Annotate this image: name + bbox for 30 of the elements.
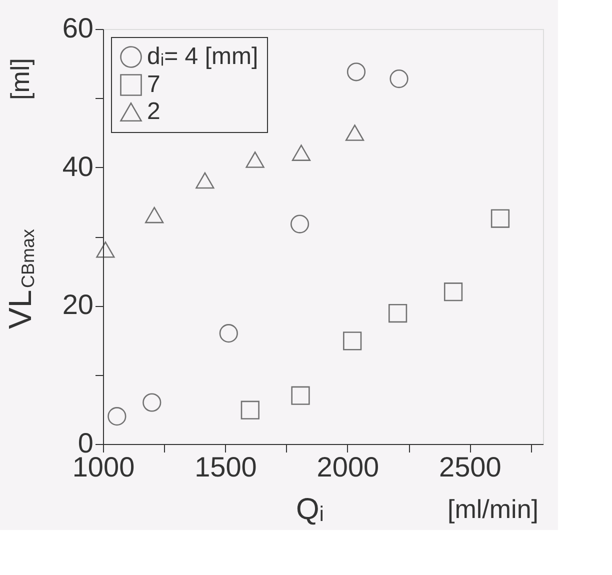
point bbox=[346, 62, 366, 82]
point bbox=[108, 407, 126, 426]
point bbox=[490, 209, 510, 228]
point bbox=[196, 172, 214, 189]
x-tick-label: 2000 bbox=[316, 452, 380, 482]
point bbox=[219, 324, 238, 343]
text: [ml] bbox=[5, 58, 35, 100]
point bbox=[444, 282, 463, 302]
legend-label: 2 bbox=[147, 98, 160, 125]
legend-label: dᵢ= 4 [mm] bbox=[147, 43, 258, 70]
point bbox=[290, 214, 310, 234]
x-tick-label: 1500 bbox=[194, 452, 257, 482]
point bbox=[246, 152, 264, 168]
y-tick-label: 40 bbox=[62, 150, 94, 182]
point bbox=[388, 304, 408, 323]
x-tick-label: 2500 bbox=[439, 452, 502, 482]
y-tick-label: 60 bbox=[62, 12, 94, 44]
point bbox=[291, 386, 310, 405]
point bbox=[390, 70, 408, 88]
point bbox=[343, 332, 362, 350]
y-tick-label: 20 bbox=[62, 289, 94, 320]
text: Qᵢ [ml/min] bbox=[296, 493, 538, 526]
point bbox=[96, 241, 115, 258]
point bbox=[240, 400, 260, 420]
point bbox=[292, 144, 311, 161]
legend-label: 7 bbox=[147, 71, 160, 98]
y-axis-title: VLCBmax bbox=[2, 229, 38, 329]
point bbox=[345, 124, 364, 141]
point bbox=[145, 206, 164, 224]
point bbox=[142, 393, 162, 412]
